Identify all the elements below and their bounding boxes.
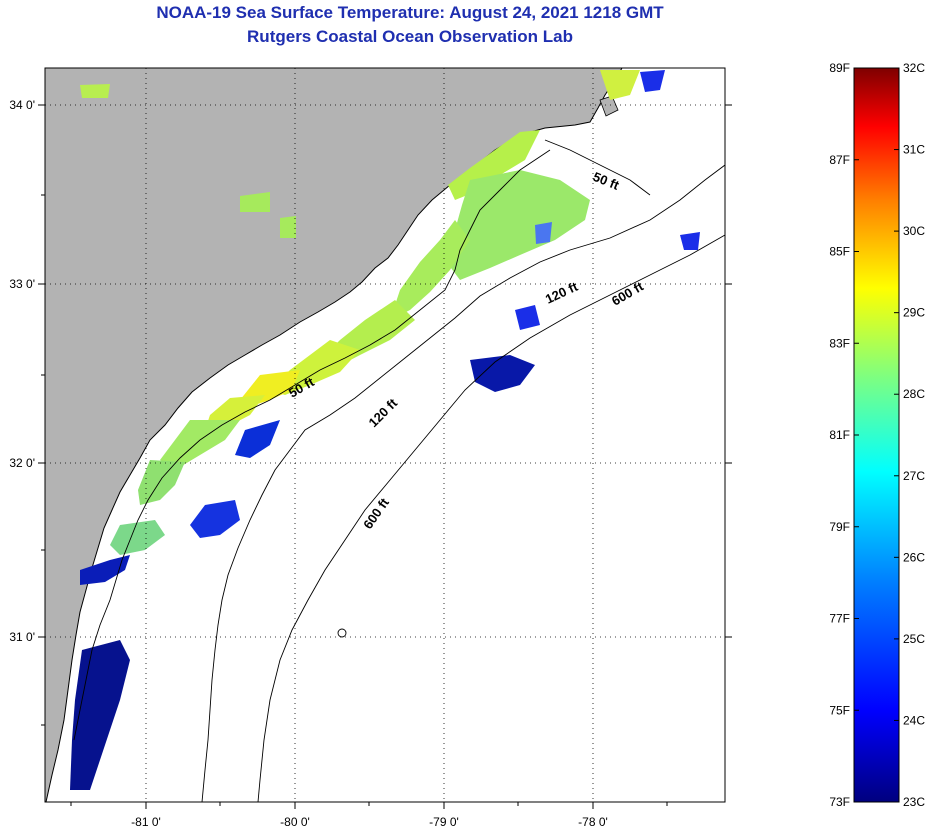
map-title: NOAA-19 Sea Surface Temperature: August … bbox=[156, 3, 664, 22]
lon-label: -79 0' bbox=[429, 815, 459, 829]
colorbar-fahrenheit-label: 89F bbox=[829, 61, 850, 75]
colorbar-fahrenheit-label: 85F bbox=[829, 245, 850, 259]
graticule bbox=[45, 68, 725, 802]
colorbar-labels: 89F 87F 85F 83F 81F 79F 77F 75F 73F 32C 31C 30C 29C 2… bbox=[829, 61, 925, 809]
lon-label: -78 0' bbox=[578, 815, 608, 829]
colorbar-celsius-label: 25C bbox=[903, 632, 925, 646]
colorbar bbox=[853, 67, 900, 803]
lon-label: -80 0' bbox=[280, 815, 310, 829]
colorbar-fahrenheit-label: 81F bbox=[829, 428, 850, 442]
map-subtitle: Rutgers Coastal Ocean Observation Lab bbox=[247, 27, 573, 46]
colorbar-celsius-label: 32C bbox=[903, 61, 925, 75]
lat-label: 33 0' bbox=[9, 277, 35, 291]
colorbar-celsius-label: 26C bbox=[903, 550, 925, 564]
bathymetry-contours bbox=[73, 139, 725, 802]
colorbar-fahrenheit-label: 77F bbox=[829, 612, 850, 626]
map-frame bbox=[44, 67, 726, 803]
colorbar-celsius-label: 23C bbox=[903, 795, 925, 809]
colorbar-celsius-label: 31C bbox=[903, 143, 925, 157]
lat-label: 31 0' bbox=[9, 630, 35, 644]
lat-label: 32 0' bbox=[9, 456, 35, 470]
axis-ticks bbox=[38, 104, 732, 809]
colorbar-fahrenheit-label: 79F bbox=[829, 520, 850, 534]
lat-label: 34 0' bbox=[9, 98, 35, 112]
colorbar-celsius-label: 24C bbox=[903, 713, 925, 727]
colorbar-celsius-label: 29C bbox=[903, 306, 925, 320]
colorbar-fahrenheit-label: 83F bbox=[829, 336, 850, 350]
colorbar-celsius-label: 30C bbox=[903, 224, 925, 238]
lon-label: -81 0' bbox=[131, 815, 161, 829]
colorbar-celsius-label: 27C bbox=[903, 469, 925, 483]
colorbar-fahrenheit-label: 73F bbox=[829, 795, 850, 809]
sst-data-layer bbox=[70, 70, 700, 790]
colorbar-fahrenheit-label: 87F bbox=[829, 153, 850, 167]
colorbar-fahrenheit-label: 75F bbox=[829, 703, 850, 717]
colorbar-celsius-label: 28C bbox=[903, 387, 925, 401]
